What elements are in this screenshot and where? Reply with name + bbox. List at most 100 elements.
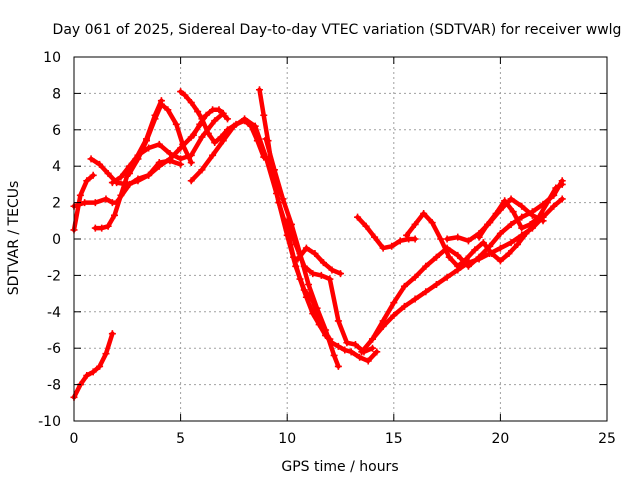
data-point [142, 137, 150, 145]
data-point [558, 180, 566, 188]
data-point [260, 111, 268, 119]
data-point [496, 257, 504, 265]
data-point [211, 139, 219, 147]
data-point [104, 169, 112, 177]
data-point [134, 155, 142, 163]
data-point [354, 213, 362, 221]
data-point [91, 224, 99, 232]
data-point [492, 210, 500, 218]
data-point [198, 133, 206, 141]
data-point [368, 335, 376, 343]
x-tick-label: 5 [176, 431, 185, 447]
data-point [96, 160, 104, 168]
data-point [411, 220, 419, 228]
x-tick-label: 10 [278, 431, 296, 447]
data-point [83, 177, 91, 185]
series-arc-16 [368, 177, 566, 343]
x-tick-label: 15 [385, 431, 403, 447]
data-point [351, 341, 359, 349]
data-point [552, 184, 560, 192]
data-point [488, 250, 496, 258]
y-tick-label: -6 [47, 341, 61, 357]
data-point [507, 239, 515, 247]
data-point [445, 253, 453, 261]
data-point [317, 271, 325, 279]
data-point [296, 275, 304, 283]
data-point [290, 253, 298, 261]
data-point [347, 348, 355, 356]
data-point [270, 166, 278, 174]
data-point [337, 270, 344, 278]
data-point [358, 348, 366, 356]
data-point [526, 220, 534, 228]
data-point [411, 273, 419, 281]
data-point [145, 171, 153, 179]
data-point [550, 202, 558, 210]
data-point [373, 348, 381, 356]
data-point [125, 169, 133, 177]
data-point [309, 310, 317, 318]
data-point [475, 253, 483, 261]
data-point [422, 288, 430, 296]
data-point [334, 362, 342, 370]
data-point [81, 199, 89, 207]
data-point [330, 351, 338, 359]
data-point [300, 262, 308, 270]
series-arc-9 [189, 106, 232, 139]
data-point [484, 220, 492, 228]
y-axis-label: SDTVAR / TECUs [6, 181, 22, 296]
data-point [411, 295, 419, 303]
data-point [255, 86, 263, 94]
data-point [518, 202, 526, 210]
data-point [157, 100, 165, 108]
data-point [432, 281, 440, 288]
y-tick-label: -8 [47, 378, 61, 394]
data-point [509, 208, 517, 216]
series-line [110, 111, 226, 185]
x-axis-label: GPS time / hours [281, 459, 398, 475]
data-point [98, 224, 106, 232]
data-point [432, 253, 440, 261]
data-point [505, 250, 513, 258]
data-point [522, 230, 530, 238]
data-point [326, 275, 334, 283]
data-point [181, 91, 189, 99]
data-point [151, 115, 159, 123]
data-point [279, 195, 287, 203]
data-point [405, 235, 413, 243]
data-point [189, 131, 197, 139]
data-point [230, 122, 238, 130]
data-point [187, 99, 195, 106]
data-point [454, 262, 462, 270]
data-point [155, 162, 163, 170]
data-point [215, 106, 223, 114]
y-tick-label: 2 [52, 196, 61, 212]
data-point [356, 353, 364, 361]
series-line [284, 218, 375, 355]
series-line [191, 107, 230, 138]
data-point [204, 129, 212, 137]
y-tick-label: 4 [52, 159, 61, 175]
data-point [513, 240, 521, 248]
data-point [108, 179, 116, 187]
data-point [328, 266, 336, 274]
x-tick-label: 0 [70, 431, 79, 447]
data-point [496, 244, 504, 252]
data-point [76, 191, 84, 199]
data-point [134, 177, 142, 185]
x-tick-label: 20 [491, 431, 509, 447]
data-point [305, 281, 313, 288]
data-point [117, 173, 125, 181]
data-point [87, 155, 95, 163]
data-point [209, 106, 217, 114]
data-point [187, 177, 195, 185]
data-point [464, 262, 472, 270]
data-point [117, 191, 125, 199]
data-series [70, 86, 566, 401]
series-arc-20 [475, 180, 566, 241]
data-point [262, 135, 270, 143]
data-point [535, 213, 543, 221]
data-point [379, 244, 387, 252]
